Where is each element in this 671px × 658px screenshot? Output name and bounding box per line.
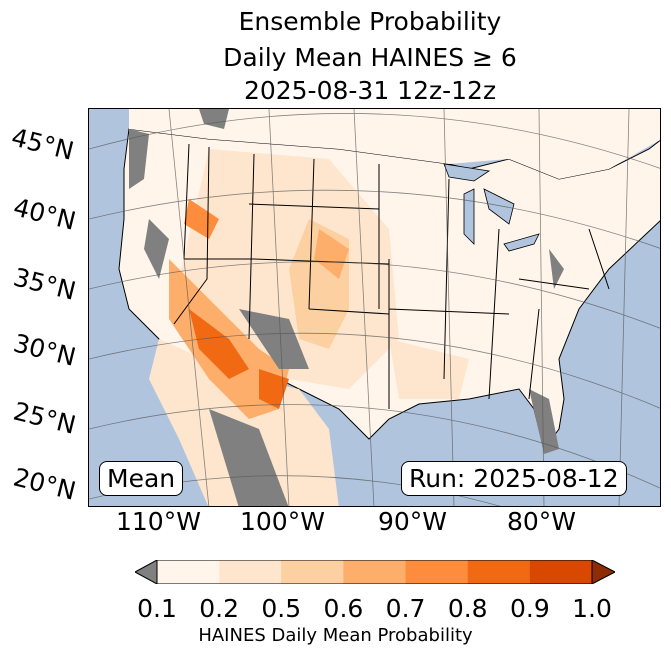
- colorbar: [135, 560, 615, 584]
- lat-label-45: 45°N: [8, 122, 77, 166]
- probability-map[interactable]: Mean Run: 2025-08-12: [88, 108, 661, 507]
- great-lakes: [443, 163, 540, 252]
- title-line-2: Daily Mean HAINES ≥ 6: [223, 43, 517, 72]
- title-line-3: 2025-08-31 12z-12z: [243, 76, 497, 105]
- colorbar-tick-label: 0.7: [385, 594, 426, 623]
- nodata-shading: [129, 109, 564, 506]
- colorbar-tick-label: 0.9: [509, 594, 550, 623]
- colorbar-segment: [157, 560, 220, 584]
- colorbar-tick-label: 0.5: [261, 594, 302, 623]
- colorbar-segment: [405, 560, 469, 584]
- colorbar-under-arrow: [135, 560, 158, 584]
- colorbar-tick-label: 0.6: [323, 594, 364, 623]
- mean-label: Mean: [99, 461, 184, 496]
- lon-label-110: 110°W: [116, 507, 201, 536]
- lon-label-100: 100°W: [240, 507, 325, 536]
- lat-label-30: 30°N: [10, 328, 79, 372]
- colorbar-tick-label: 0.2: [199, 594, 240, 623]
- lon-label-80: 80°W: [507, 507, 577, 536]
- colorbar-segment: [529, 560, 593, 584]
- colorbar-segment: [219, 560, 282, 584]
- map-svg: [89, 109, 660, 506]
- title-line-1: Ensemble Probability: [238, 7, 502, 36]
- colorbar-label: HAINES Daily Mean Probability: [198, 625, 473, 646]
- land-canada: [129, 109, 660, 179]
- run-date-label: Run: 2025-08-12: [401, 461, 627, 496]
- lat-label-20: 20°N: [10, 462, 79, 506]
- probability-shading: [169, 149, 469, 419]
- colorbar-tick-label: 0.8: [447, 594, 488, 623]
- colorbar-segment: [281, 560, 344, 584]
- lat-label-35: 35°N: [10, 262, 79, 306]
- colorbar-tick-label: 0.1: [137, 594, 177, 623]
- lat-label-25: 25°N: [10, 396, 79, 440]
- lon-label-90: 90°W: [378, 507, 448, 536]
- colorbar-segment: [343, 560, 407, 584]
- colorbar-tick-label: 1.0: [572, 594, 612, 623]
- colorbar-outline: [156, 560, 593, 584]
- lat-label-40: 40°N: [10, 192, 79, 236]
- colorbar-segment: [467, 560, 531, 584]
- colorbar-over-arrow: [591, 560, 615, 584]
